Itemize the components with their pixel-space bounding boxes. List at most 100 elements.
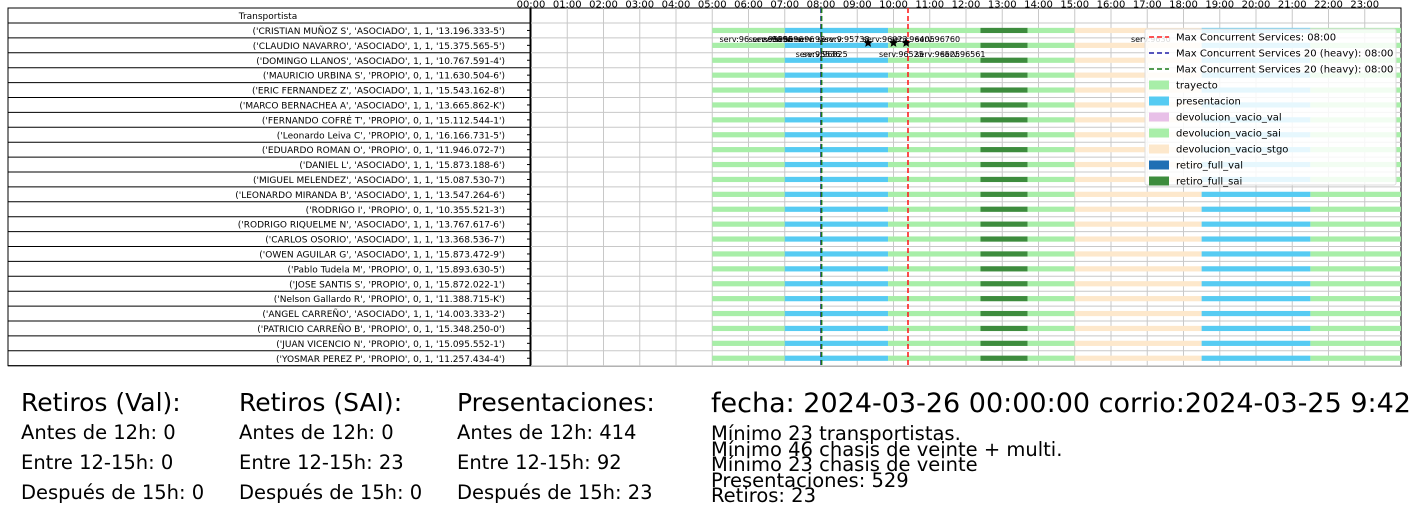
segment-retiro_full_sai (980, 206, 1028, 212)
hour-tick-label: 09:00 (843, 0, 872, 11)
segment-devolucion_vacio_stgo (1074, 191, 1202, 197)
driver-label: ('YOSMAR PEREZ P', 'PROPIO', 0, 1, '11.2… (276, 355, 505, 365)
segment-trayecto (888, 340, 981, 346)
presentaciones-after-15: Después de 15h: 23 (457, 481, 653, 504)
segment-trayecto (1027, 102, 1075, 108)
hour-tick-label: 05:00 (698, 0, 727, 11)
segment-retiro_full_sai (980, 42, 1028, 48)
hour-tick-label: 19:00 (1205, 0, 1234, 11)
driver-label: ('MAURICIO URBINA S', 'PROPIO', 0, 1, '1… (263, 72, 505, 82)
segment-devolucion_vacio_stgo (1074, 281, 1202, 287)
segment-presentacion (1201, 296, 1311, 302)
service-label: serv:95955 (749, 35, 794, 44)
segment-trayecto (1027, 27, 1075, 34)
segment-trayecto (888, 57, 981, 63)
segment-trayecto (712, 147, 785, 153)
segment-devolucion_vacio_stgo (1074, 221, 1202, 227)
segment-devolucion_vacio_stgo (1074, 117, 1202, 123)
service-label: serv:96 (752, 35, 782, 44)
segment-retiro_full_sai (980, 27, 1028, 34)
segment-devolucion_vacio_stgo (1074, 206, 1202, 212)
retiros-sai-after-15: Después de 15h: 0 (239, 481, 423, 504)
segment-devolucion_vacio_stgo (1074, 42, 1202, 48)
segment-presentacion (784, 176, 889, 183)
segment-retiro_full_sai (980, 310, 1028, 317)
hour-tick-label: 21:00 (1278, 0, 1307, 11)
segment-devolucion_vacio_stgo (1074, 132, 1202, 138)
segment-trayecto (1310, 296, 1401, 302)
segment-trayecto (712, 325, 785, 332)
driver-label: ('CLAUDIO NAVARRO', 'ASOCIADO', 1, 1, '1… (253, 42, 505, 52)
service-label: serv:96525 (915, 50, 960, 59)
legend-entry-label: devolucion_vacio_val (1176, 113, 1282, 124)
segment-retiro_full_sai (980, 117, 1028, 123)
segment-presentacion (784, 266, 889, 272)
segment-retiro_full_sai (980, 161, 1028, 168)
segment-trayecto (888, 325, 981, 332)
segment-trayecto (888, 117, 981, 123)
segment-trayecto (1027, 72, 1075, 78)
segment-trayecto (712, 176, 785, 183)
hour-tick-label: 17:00 (1133, 0, 1162, 11)
segment-presentacion (1201, 221, 1311, 227)
hour-tick-label: 20:00 (1242, 0, 1271, 11)
legend-entry-label: devolucion_vacio_sai (1176, 129, 1281, 140)
segment-trayecto (888, 266, 981, 272)
segment-devolucion_vacio_stgo (1074, 102, 1202, 108)
segment-presentacion (784, 325, 889, 332)
segment-devolucion_vacio_stgo (1074, 266, 1202, 272)
retiros-val-after-15: Después de 15h: 0 (21, 481, 205, 504)
segment-retiro_full_sai (980, 147, 1028, 153)
segment-trayecto (888, 42, 981, 48)
segment-presentacion (784, 102, 889, 108)
presentaciones-12-15: Entre 12-15h: 92 (457, 451, 622, 474)
driver-label: ('Nelson Gallardo R', 'PROPIO', 0, 1, '1… (274, 295, 505, 305)
service-label: serv:96525 (879, 50, 924, 59)
presentaciones-title: Presentaciones: (457, 388, 655, 417)
segment-presentacion (1201, 281, 1311, 287)
segment-presentacion (784, 340, 889, 346)
segment-presentacion (1201, 236, 1311, 242)
driver-label: ('ERIC FERNANDEZ Z', 'ASOCIADO', 1, 1, '… (252, 87, 505, 97)
driver-label: ('MIGUEL MELENDEZ', 'ASOCIADO', 1, 1, '1… (253, 176, 505, 186)
segment-presentacion (1201, 266, 1311, 272)
legend-patch-swatch (1149, 96, 1169, 106)
segment-devolucion_vacio_stgo (1074, 87, 1202, 93)
segment-presentacion (784, 42, 889, 48)
segment-trayecto (712, 236, 785, 242)
segment-trayecto (888, 72, 981, 78)
service-label: serv:96536 (796, 50, 841, 59)
service-label: serv:9 (817, 35, 841, 44)
segment-presentacion (784, 161, 889, 168)
legend-patch-swatch (1149, 80, 1169, 90)
hour-tick-label: 04:00 (662, 0, 691, 11)
segment-trayecto (1027, 251, 1075, 257)
legend-patch-swatch (1149, 176, 1169, 186)
segment-trayecto (888, 132, 981, 138)
retiros-sai-12-15: Entre 12-15h: 23 (239, 451, 404, 474)
service-label: serv:96 (763, 35, 793, 44)
segment-devolucion_vacio_stgo (1074, 57, 1202, 63)
segment-trayecto (1310, 266, 1401, 272)
segment-trayecto (888, 206, 981, 212)
segment-trayecto (1027, 236, 1075, 242)
driver-label: ('JUAN VICENCIO N', 'PROPIO', 0, 1, '15.… (276, 340, 505, 350)
legend-entry-label: Max Concurrent Services 20 (heavy): 08:0… (1176, 65, 1393, 76)
segment-presentacion (1201, 355, 1311, 361)
driver-label: ('MARCO BERNACHEA A', 'ASOCIADO', 1, 1, … (239, 101, 505, 111)
retiros-total: Retiros: 23 (711, 484, 816, 507)
driver-label: ('PATRICIO CARREÑO B', 'PROPIO', 0, 1, '… (257, 324, 505, 335)
service-label: serv:96405 (890, 35, 935, 44)
segment-devolucion_vacio_stgo (1074, 176, 1202, 183)
presentaciones-before-12: Antes de 12h: 414 (457, 421, 637, 444)
segment-trayecto (1027, 117, 1075, 123)
retiros-val-12-15: Entre 12-15h: 0 (21, 451, 174, 474)
segment-trayecto (1027, 132, 1075, 138)
segment-devolucion_vacio_stgo (1074, 72, 1202, 78)
legend-entry-label: presentacion (1176, 97, 1241, 108)
segment-retiro_full_sai (980, 57, 1028, 63)
segment-devolucion_vacio_stgo (1074, 251, 1202, 257)
driver-label: ('CRISTIAN MUÑOZ S', 'ASOCIADO', 1, 1, '… (253, 26, 506, 37)
service-label: serv:96023 (863, 35, 908, 44)
segment-trayecto (712, 161, 785, 168)
